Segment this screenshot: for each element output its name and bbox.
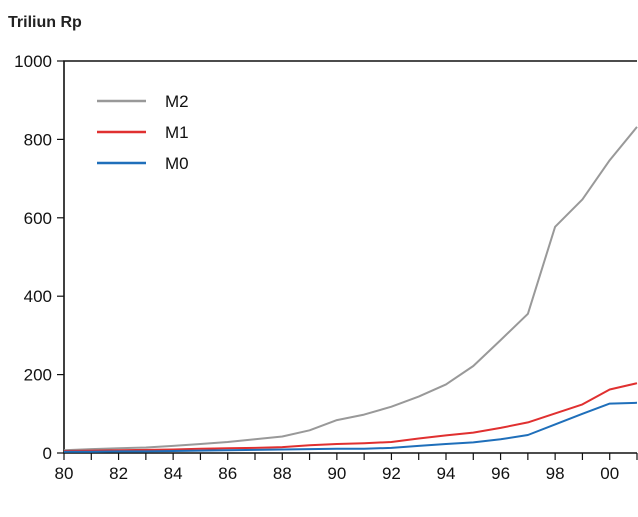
series-line-m1 — [63, 382, 638, 452]
legend-label-m1: M1 — [165, 123, 189, 142]
legend-label-m2: M2 — [165, 92, 189, 111]
x-tick-label: 96 — [491, 464, 510, 483]
series-line-m2 — [63, 126, 638, 452]
series-line-m0 — [64, 401, 638, 453]
y-axis-title: Triliun Rp — [8, 14, 82, 31]
x-tick-label: 84 — [164, 464, 183, 483]
y-tick-label: 0 — [43, 444, 52, 463]
x-tick-label: 98 — [546, 464, 565, 483]
x-tick-label: 80 — [55, 464, 74, 483]
y-tick-label: 400 — [24, 287, 52, 306]
x-tick-label: 82 — [109, 464, 128, 483]
legend: M2 M1 M0 — [97, 92, 189, 173]
x-tick-label: 88 — [273, 464, 292, 483]
y-axis: 0 200 400 600 800 1000 — [14, 52, 64, 463]
x-axis: 80 82 84 86 88 90 92 94 96 98 00 — [55, 453, 638, 483]
y-tick-label: 1000 — [14, 52, 52, 71]
x-tick-label: 00 — [600, 464, 619, 483]
y-tick-label: 800 — [24, 130, 52, 149]
x-tick-label: 94 — [437, 464, 456, 483]
plot-frame — [63, 60, 637, 454]
plot-border — [63, 60, 637, 454]
series-lines — [63, 126, 638, 453]
x-tick-label: 90 — [327, 464, 346, 483]
y-tick-label: 600 — [24, 209, 52, 228]
x-tick-label: 86 — [218, 464, 237, 483]
legend-label-m0: M0 — [165, 154, 189, 173]
x-tick-label: 92 — [382, 464, 401, 483]
y-tick-label: 200 — [24, 366, 52, 385]
